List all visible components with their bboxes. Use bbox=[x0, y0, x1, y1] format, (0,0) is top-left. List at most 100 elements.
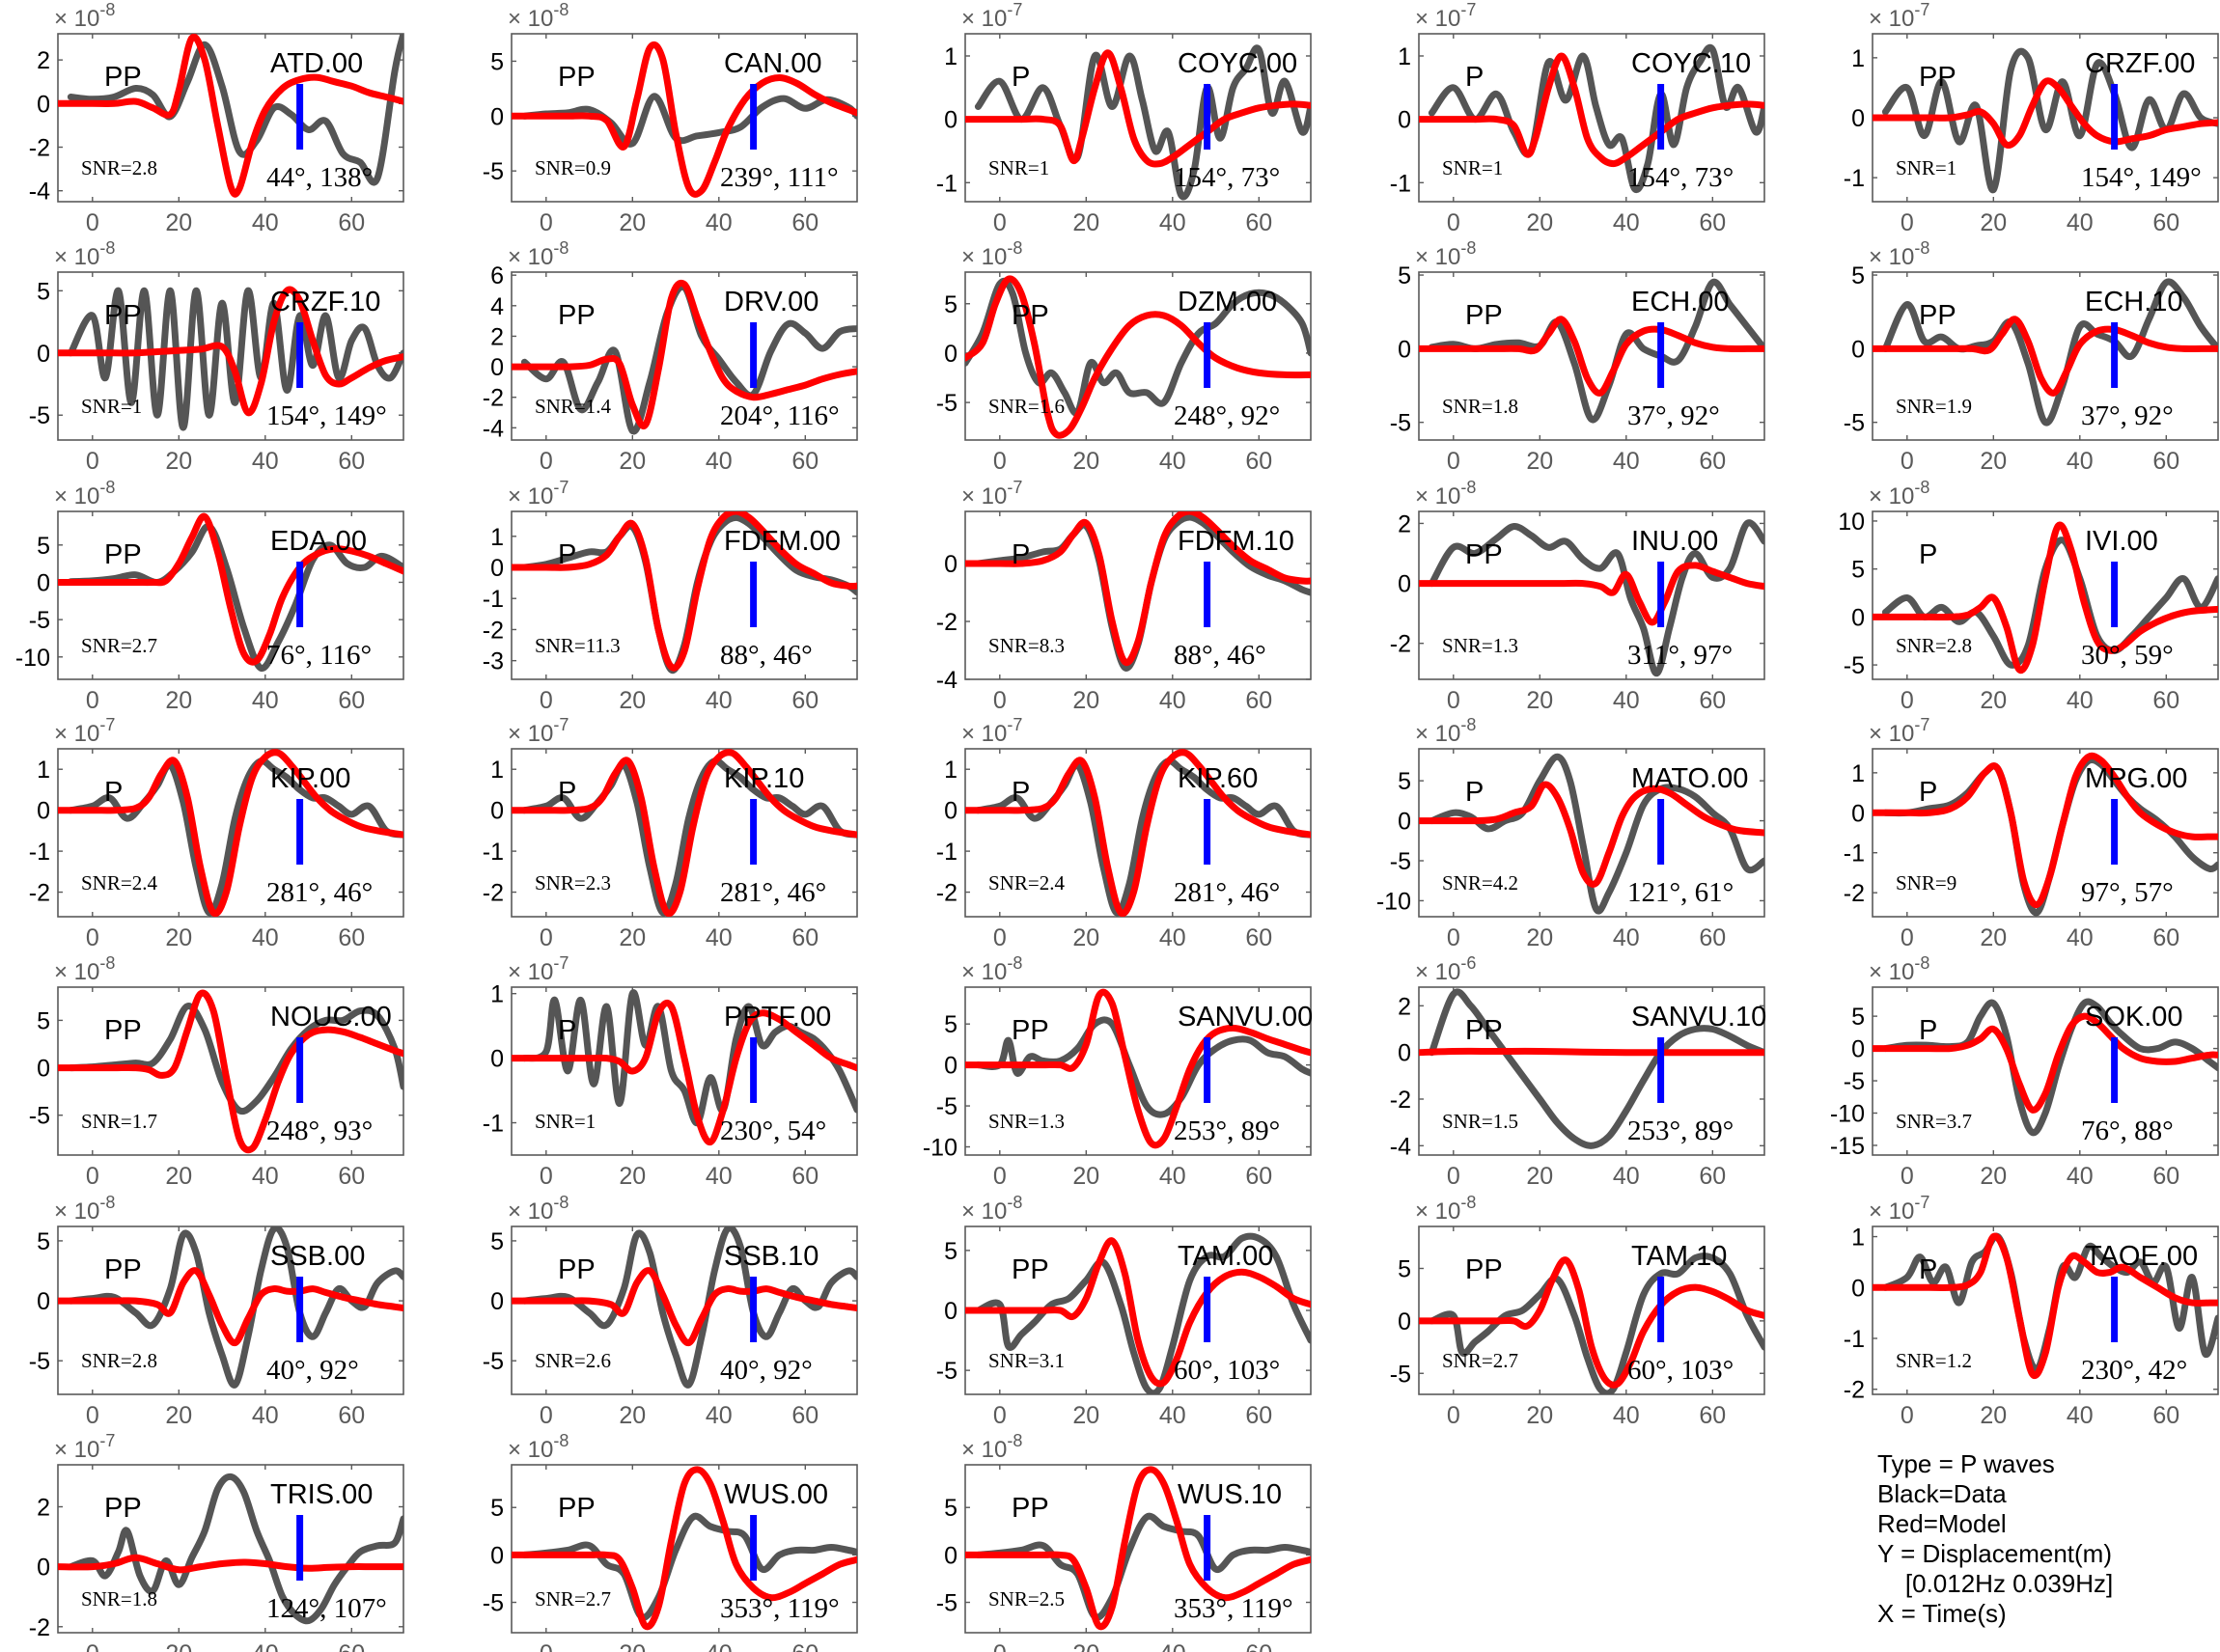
x-tick-label: 20 bbox=[1980, 209, 2007, 236]
x-tick-label: 0 bbox=[1447, 924, 1460, 951]
axes-box bbox=[1418, 1225, 1765, 1395]
x-tick-label: 0 bbox=[993, 687, 1007, 714]
y-tick-label: 2 bbox=[37, 1495, 50, 1522]
angles-label: 76°, 116° bbox=[266, 640, 372, 671]
legend-line-data: Black=Data bbox=[1877, 1479, 2007, 1508]
y-exponent-label: × 10-8 bbox=[961, 1431, 1022, 1463]
y-tick-label: -1 bbox=[1844, 165, 1865, 192]
panel-sok-00: 0 20 40 60 -15 -10 -5 0 5× 10-8 SOK.00 P SNR=3.7 76°… bbox=[1830, 953, 2219, 1190]
panel-ech-10: 0 20 40 60 -5 0 5× 10-8 ECH.10 PP SNR=1.9 37°, 92° bbox=[1844, 238, 2219, 475]
model-trace bbox=[58, 1267, 403, 1347]
x-tick-label: 60 bbox=[791, 209, 819, 236]
y-tick-label: 0 bbox=[1398, 336, 1411, 363]
y-tick-label: 5 bbox=[1851, 1004, 1865, 1031]
y-tick-label: -2 bbox=[29, 135, 50, 162]
x-tick-label: 20 bbox=[1526, 1163, 1553, 1190]
y-tick-label: 1 bbox=[1398, 43, 1411, 70]
station-label: COYC.10 bbox=[1631, 48, 1751, 79]
phase-label: PP bbox=[104, 300, 142, 331]
data-trace bbox=[1881, 47, 2218, 194]
model-trace bbox=[512, 1267, 857, 1347]
phase-label: PP bbox=[104, 1493, 142, 1524]
y-exponent-label: × 10-8 bbox=[54, 1193, 115, 1225]
x-tick-label: 0 bbox=[1447, 448, 1460, 475]
x-tick-label: 40 bbox=[706, 924, 733, 951]
x-tick-label: 60 bbox=[338, 209, 365, 236]
x-tick-label: 60 bbox=[2152, 924, 2179, 951]
x-tick-label: 60 bbox=[2152, 687, 2179, 714]
x-tick-label: 20 bbox=[1980, 1402, 2007, 1429]
y-exponent-label: × 10-8 bbox=[1869, 478, 1929, 509]
y-exponent-label: × 10-7 bbox=[1869, 715, 1929, 747]
y-tick-label: 0 bbox=[490, 103, 504, 130]
panel-inu-00: 0 20 40 60 -2 0 2× 10-8 INU.00 PP SNR=1.3 311°, 97… bbox=[1390, 478, 1765, 714]
y-tick-label: 0 bbox=[1398, 571, 1411, 598]
y-tick-label: -4 bbox=[483, 415, 504, 442]
x-tick-label: 60 bbox=[1699, 448, 1726, 475]
station-label: TRIS.00 bbox=[270, 1479, 373, 1510]
x-tick-label: 40 bbox=[1613, 1402, 1640, 1429]
data-trace bbox=[520, 93, 857, 148]
x-tick-label: 20 bbox=[619, 209, 646, 236]
x-tick-label: 0 bbox=[1901, 1402, 1914, 1429]
x-tick-label: 40 bbox=[252, 209, 279, 236]
snr-label: SNR=2.6 bbox=[535, 1349, 611, 1372]
legend: Type = P waves Black=Data Red=Model Y = … bbox=[1877, 1449, 2113, 1629]
panel-wus-00: 0 20 40 60 -5 0 5 × 10-8 WUS.00 PP SNR=2.7 353°, 11… bbox=[483, 1431, 858, 1652]
model-trace bbox=[965, 1237, 1311, 1388]
angles-label: 154°, 73° bbox=[1627, 162, 1734, 193]
y-tick-label: 0 bbox=[1398, 1308, 1411, 1335]
y-tick-label: 0 bbox=[944, 1542, 957, 1569]
snr-label: SNR=0.9 bbox=[535, 156, 611, 179]
legend-line-y: Y = Displacement(m) bbox=[1877, 1539, 2112, 1568]
angles-label: 88°, 46° bbox=[1174, 640, 1266, 671]
model-trace bbox=[965, 749, 1311, 917]
station-label: DRV.00 bbox=[724, 287, 819, 317]
station-label: KIP.00 bbox=[270, 763, 350, 794]
angles-label: 154°, 73° bbox=[1174, 162, 1280, 193]
x-tick-label: 20 bbox=[165, 924, 192, 951]
panel-ivi-00: 0 20 40 60 -5 0 5 10× 10-8 IVI.00 P SNR=2.8 30°, 59… bbox=[1838, 478, 2219, 714]
phase-label: PP bbox=[104, 62, 142, 93]
station-label: DZM.00 bbox=[1178, 287, 1277, 317]
snr-label: SNR=8.3 bbox=[988, 634, 1065, 657]
station-label: SOK.00 bbox=[2085, 1002, 2183, 1032]
y-tick-label: 5 bbox=[944, 1238, 957, 1265]
station-label: KIP.10 bbox=[724, 763, 804, 794]
model-trace bbox=[1419, 781, 1764, 888]
x-tick-label: 20 bbox=[1072, 1402, 1099, 1429]
y-tick-label: 10 bbox=[1838, 509, 1865, 536]
x-tick-label: 60 bbox=[1699, 1402, 1726, 1429]
y-exponent-label: × 10-8 bbox=[961, 953, 1022, 985]
x-tick-label: 40 bbox=[2067, 1402, 2094, 1429]
y-tick-label: -4 bbox=[936, 667, 957, 694]
x-tick-label: 60 bbox=[338, 1163, 365, 1190]
y-tick-label: -2 bbox=[1390, 1087, 1411, 1114]
x-tick-label: 40 bbox=[706, 209, 733, 236]
x-tick-label: 20 bbox=[165, 1640, 192, 1652]
phase-label: PP bbox=[104, 1254, 142, 1285]
y-tick-label: -1 bbox=[483, 839, 504, 866]
panel-tam-00: 0 20 40 60 -5 0 5× 10-8 TAM.00 PP SNR=3.1 60°, 103… bbox=[936, 1193, 1312, 1429]
station-label: CRZF.10 bbox=[270, 287, 380, 317]
legend-line-type: Type = P waves bbox=[1877, 1449, 2055, 1478]
phase-label: P bbox=[1012, 539, 1030, 570]
station-label: MATO.00 bbox=[1631, 763, 1748, 794]
x-tick-label: 60 bbox=[1245, 1163, 1272, 1190]
y-tick-label: 0 bbox=[490, 1046, 504, 1073]
x-tick-label: 0 bbox=[1447, 1402, 1460, 1429]
y-tick-label: 0 bbox=[1398, 107, 1411, 134]
angles-label: 37°, 92° bbox=[2081, 400, 2174, 431]
x-tick-label: 0 bbox=[540, 209, 553, 236]
phase-label: PP bbox=[1465, 539, 1503, 570]
phase-label: PP bbox=[1919, 300, 1956, 331]
y-tick-label: -4 bbox=[1390, 1133, 1411, 1160]
phase-label: P bbox=[558, 777, 576, 808]
snr-label: SNR=2.7 bbox=[535, 1587, 611, 1611]
y-exponent-label: × 10-8 bbox=[1415, 715, 1476, 747]
y-tick-label: -1 bbox=[29, 839, 50, 866]
x-tick-label: 60 bbox=[2152, 209, 2179, 236]
snr-label: SNR=1.4 bbox=[535, 395, 611, 418]
y-tick-label: 6 bbox=[490, 262, 504, 289]
x-tick-label: 60 bbox=[791, 448, 819, 475]
